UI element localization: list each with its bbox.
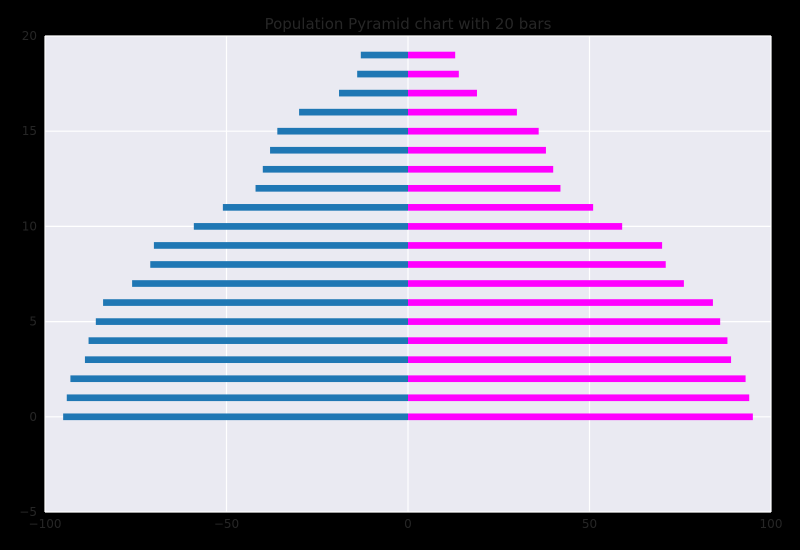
x-tick-label: 100	[760, 517, 783, 531]
bar-right-14	[408, 146, 546, 154]
bar-left-8	[150, 261, 408, 268]
bar-right-19	[408, 51, 456, 59]
bar-right-15	[408, 127, 539, 135]
bar-right-8	[408, 261, 666, 268]
bar-right-10	[408, 223, 623, 230]
bar-left-18	[357, 70, 408, 78]
bar-right-17	[408, 89, 477, 97]
bar-left-11	[222, 204, 408, 211]
bar-left-7	[132, 280, 408, 287]
y-tick-label: 0	[29, 410, 37, 424]
bar-right-18	[408, 70, 459, 78]
bar-right-0	[408, 413, 753, 421]
x-tick-label: 50	[582, 517, 597, 531]
bar-left-13	[262, 165, 408, 173]
y-tick-label: 10	[22, 219, 37, 233]
bar-left-17	[339, 89, 408, 97]
bar-left-19	[360, 51, 408, 59]
x-axis-ticks: −100 −50 0 50 100	[29, 517, 783, 531]
bar-right-1	[408, 394, 750, 402]
bar-left-14	[270, 146, 408, 154]
y-tick-label: 15	[22, 124, 37, 138]
bar-left-2	[70, 375, 408, 383]
bar-right-16	[408, 108, 517, 116]
y-axis-ticks: −5 0 5 10 15 20	[19, 29, 37, 519]
bar-left-0	[63, 413, 409, 421]
bar-left-16	[299, 108, 408, 116]
bar-left-15	[277, 127, 408, 135]
x-tick-label: −100	[29, 517, 62, 531]
bar-left-6	[103, 299, 408, 306]
bar-left-5	[95, 318, 408, 325]
bar-right-2	[408, 375, 746, 383]
chart-title: Population Pyramid chart with 20 bars	[265, 15, 552, 33]
bar-right-5	[408, 318, 721, 325]
bar-right-12	[408, 184, 561, 192]
bar-right-11	[408, 204, 594, 211]
x-tick-label: −50	[214, 517, 239, 531]
y-tick-label: 5	[29, 315, 37, 329]
bar-left-10	[193, 223, 408, 230]
bar-left-9	[153, 242, 408, 249]
x-tick-label: 0	[404, 517, 412, 531]
bar-right-3	[408, 356, 732, 364]
y-tick-label: −5	[19, 505, 37, 519]
bar-left-3	[84, 356, 409, 364]
bar-right-4	[408, 337, 728, 344]
bar-left-4	[88, 337, 408, 344]
y-tick-label: 20	[22, 29, 37, 43]
bar-left-12	[255, 184, 408, 192]
bar-right-6	[408, 299, 713, 306]
bar-right-7	[408, 280, 684, 287]
bar-right-9	[408, 242, 663, 249]
bar-right-13	[408, 165, 554, 173]
bars-group	[63, 51, 753, 421]
bar-left-1	[66, 394, 408, 402]
